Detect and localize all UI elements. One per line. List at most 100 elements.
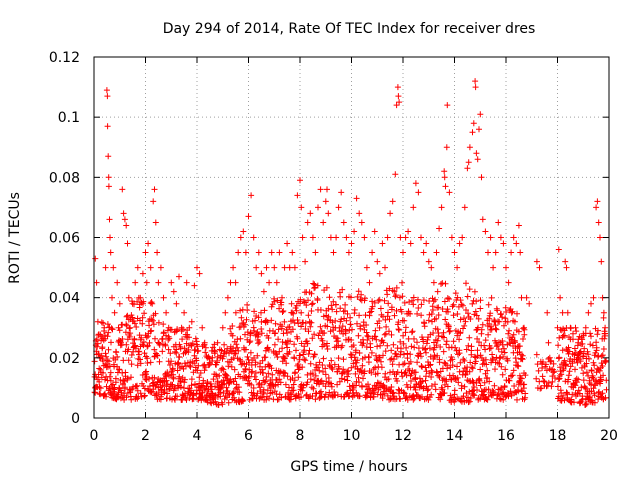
data-point	[384, 291, 391, 298]
data-point	[237, 335, 244, 342]
data-point	[467, 359, 474, 366]
data-point	[225, 363, 232, 370]
x-tick-label: 16	[497, 428, 515, 444]
data-point	[597, 234, 603, 241]
data-point	[316, 389, 323, 396]
data-point	[465, 159, 472, 166]
data-point	[590, 359, 597, 366]
data-point	[102, 390, 108, 397]
data-point	[144, 343, 151, 350]
data-point	[446, 296, 453, 302]
data-point	[316, 367, 323, 374]
data-point	[406, 299, 413, 305]
data-point	[356, 393, 363, 400]
data-point	[358, 219, 365, 226]
data-point	[274, 354, 281, 360]
data-point	[132, 342, 139, 349]
data-point	[368, 369, 375, 376]
data-point	[253, 264, 260, 271]
data-point	[462, 318, 469, 325]
data-point	[318, 393, 325, 400]
data-point	[151, 186, 158, 193]
data-point	[600, 309, 607, 316]
data-point	[290, 387, 297, 394]
data-point	[124, 375, 131, 382]
data-point	[517, 249, 524, 256]
data-point	[591, 362, 598, 369]
data-point	[520, 336, 526, 342]
data-point	[219, 324, 226, 331]
data-point	[104, 123, 111, 130]
data-point	[465, 310, 471, 317]
data-point	[160, 321, 167, 328]
data-point	[585, 309, 592, 316]
data-point	[324, 340, 330, 347]
data-point	[564, 309, 571, 316]
data-point	[430, 307, 436, 313]
data-point	[240, 228, 247, 235]
data-point	[345, 249, 352, 256]
data-point	[420, 249, 427, 256]
data-point	[393, 292, 399, 299]
data-point	[576, 349, 583, 356]
data-point	[121, 216, 128, 223]
data-point	[348, 294, 354, 301]
data-point	[499, 371, 506, 378]
data-point	[123, 341, 130, 348]
data-point	[276, 305, 283, 312]
data-point	[599, 352, 606, 359]
data-point	[387, 369, 393, 376]
data-point	[354, 320, 360, 327]
data-point	[472, 358, 479, 365]
data-point	[107, 377, 114, 384]
data-point	[411, 335, 417, 342]
data-point	[339, 286, 346, 293]
data-point	[371, 299, 378, 306]
data-point	[354, 365, 361, 372]
data-point	[490, 355, 496, 362]
data-point	[399, 293, 406, 300]
data-point	[173, 300, 180, 307]
data-point	[266, 279, 273, 286]
data-point	[255, 249, 262, 256]
data-point	[121, 378, 128, 385]
data-point	[385, 376, 392, 382]
data-point	[336, 378, 343, 385]
data-point	[555, 376, 562, 383]
data-point	[396, 327, 402, 333]
data-point	[376, 324, 383, 331]
data-point	[428, 374, 435, 380]
data-point	[514, 396, 520, 403]
data-point	[298, 204, 305, 211]
data-point	[496, 395, 503, 402]
data-point	[166, 386, 172, 393]
data-point	[559, 309, 566, 316]
data-point	[248, 192, 255, 199]
data-point	[141, 350, 148, 357]
data-point	[304, 371, 311, 378]
data-point	[456, 350, 463, 357]
data-point	[185, 346, 192, 353]
data-point	[164, 369, 171, 376]
data-point	[460, 393, 467, 400]
data-point	[469, 129, 476, 136]
data-point	[602, 330, 608, 337]
data-point	[98, 333, 105, 340]
data-point	[376, 354, 383, 361]
data-point	[375, 297, 382, 304]
data-point	[252, 361, 259, 368]
data-point	[237, 307, 244, 314]
data-point	[595, 396, 602, 403]
data-point	[495, 346, 502, 353]
data-point	[408, 343, 415, 350]
data-point	[378, 364, 385, 371]
data-point	[258, 309, 264, 316]
data-point	[578, 364, 585, 371]
data-point	[415, 189, 422, 196]
data-point	[147, 328, 154, 335]
data-point	[252, 317, 258, 324]
data-point	[515, 328, 522, 335]
data-point	[301, 299, 308, 306]
data-point	[562, 361, 569, 368]
data-point	[116, 366, 123, 373]
